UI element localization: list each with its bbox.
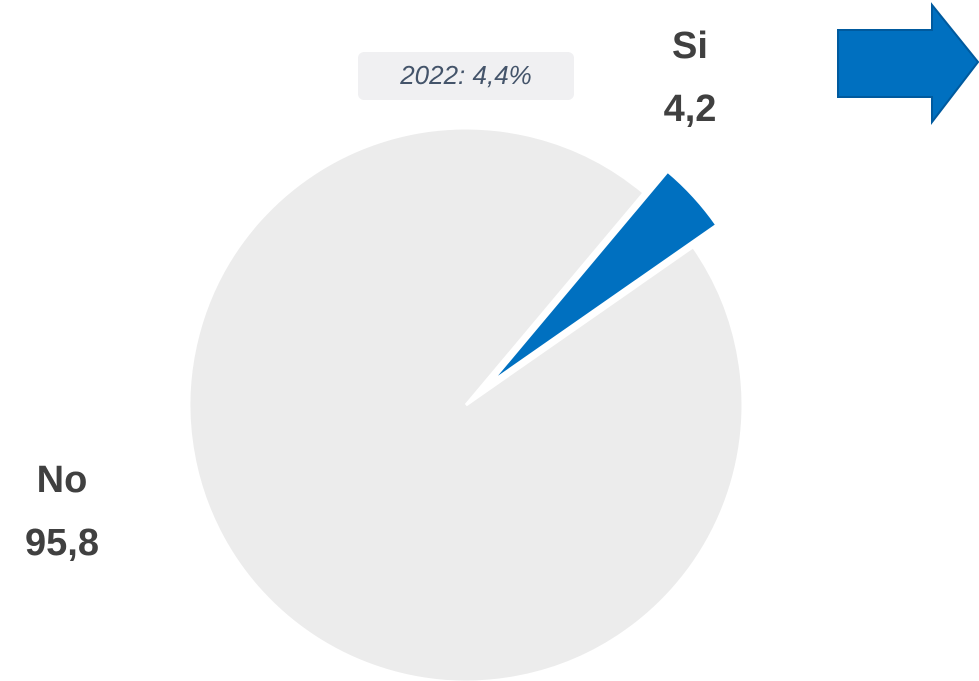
value-label: 4,2: [664, 88, 717, 130]
value-label: 95,8: [25, 522, 99, 564]
category-label: Si: [672, 25, 708, 67]
annotation: 2022: 4,4%: [399, 60, 532, 90]
arrow: [837, 2, 979, 125]
pie-slice: [187, 126, 745, 681]
category-label: No: [37, 459, 88, 501]
annotation-box: [358, 52, 574, 100]
pie-slice: [488, 169, 719, 385]
